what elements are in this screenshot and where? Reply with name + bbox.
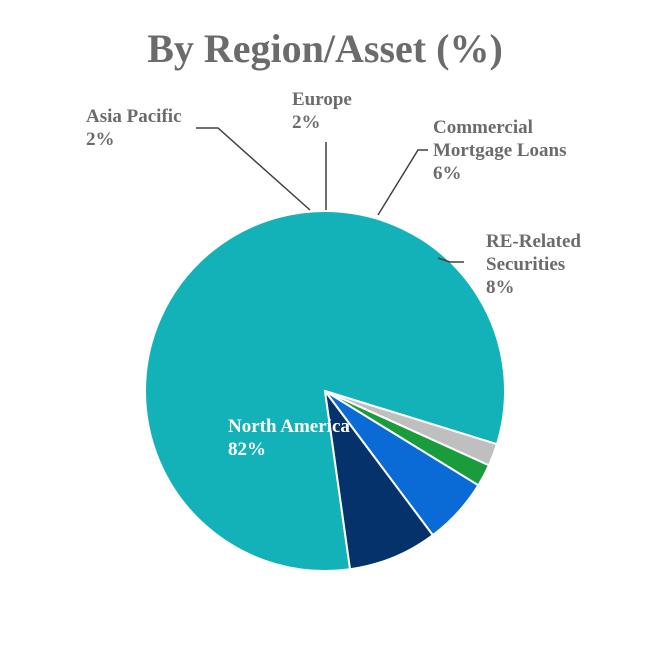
leader-line [377, 149, 428, 216]
slice-label: North America [228, 416, 350, 437]
slice-label: Commercial [433, 117, 533, 138]
leader-line [196, 127, 311, 211]
slice-value-label: 82% [228, 439, 266, 460]
pie-slices [144, 210, 506, 572]
chart-title: By Region/Asset (%) [147, 26, 503, 71]
slice-value-label: 6% [433, 163, 462, 184]
slice-value-label: 2% [86, 129, 115, 150]
pie-slice [324, 390, 435, 571]
slice-label: RE-Related [486, 231, 581, 252]
slice-label: Asia Pacific [86, 106, 182, 127]
slice-value-label: 8% [486, 277, 515, 298]
slice-label: Securities [486, 254, 565, 275]
leader-line [437, 257, 464, 263]
leader-lines [196, 127, 464, 263]
slice-label: Mortgage Loans [433, 140, 567, 161]
slice-label: Europe [292, 89, 352, 110]
slice-value-label: 2% [292, 112, 321, 133]
